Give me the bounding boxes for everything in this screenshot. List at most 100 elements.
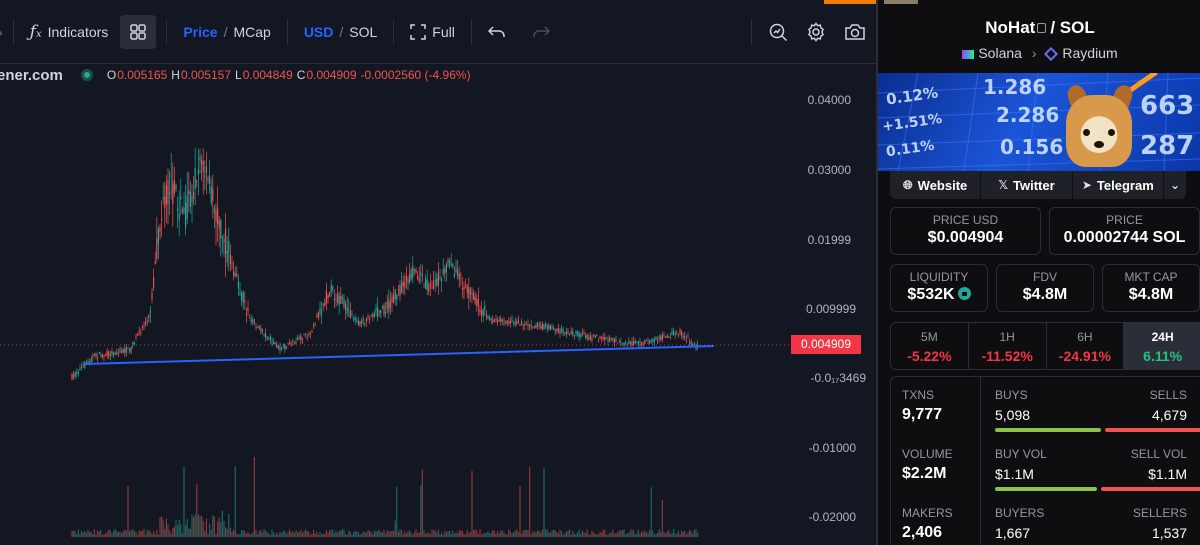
volume-bar	[258, 531, 260, 537]
candle-body	[143, 325, 145, 327]
tab-6h[interactable]: 6H -24.91%	[1047, 323, 1125, 369]
screenshot-button[interactable]	[838, 15, 872, 49]
candle-body	[205, 166, 207, 174]
candle-body	[589, 335, 591, 340]
price-axis-tick: -0.01000	[808, 441, 856, 455]
raydium-icon	[1044, 47, 1059, 62]
volume-bar	[354, 530, 356, 537]
quick-search-button[interactable]	[762, 15, 794, 49]
mktcap-label: MKT CAP	[1124, 270, 1178, 284]
fullscreen-button[interactable]: Full	[404, 15, 461, 49]
liquidity-value: $532K	[907, 286, 955, 303]
chain-name[interactable]: Solana	[978, 45, 1022, 61]
candle-body	[186, 195, 188, 220]
candle-body	[117, 351, 119, 353]
candle-body	[609, 337, 611, 342]
sol-option[interactable]: SOL	[349, 23, 378, 40]
price-option[interactable]: Price	[183, 23, 218, 40]
candle-body	[593, 335, 595, 337]
volume-bar	[679, 533, 681, 537]
volume-bar	[666, 531, 668, 537]
candle-body	[173, 180, 175, 194]
twitter-button[interactable]: 𝕏 Twitter	[981, 171, 1073, 199]
candle-body	[441, 278, 443, 282]
volume-bar	[482, 533, 484, 537]
banner-text: 287	[1140, 131, 1195, 161]
candle-body	[447, 259, 449, 263]
telegram-button[interactable]: ➤ Telegram	[1073, 171, 1164, 199]
volume-bar	[82, 532, 84, 537]
volume-bar	[140, 531, 142, 537]
high-value: 0.005157	[180, 68, 232, 82]
volume-bar	[257, 534, 259, 537]
copy-icon[interactable]	[1037, 23, 1047, 33]
volume-bar	[383, 529, 385, 537]
layouts-button[interactable]	[120, 14, 157, 49]
candle-body	[193, 192, 195, 199]
undo-button[interactable]	[482, 15, 512, 49]
settings-button[interactable]	[800, 15, 832, 49]
volume-bar	[333, 533, 335, 537]
volume-bar	[593, 532, 595, 537]
volume-bar	[143, 529, 145, 537]
candle-body	[313, 325, 315, 327]
candle-body	[620, 341, 622, 343]
candle-body	[500, 318, 502, 322]
candle-body	[127, 347, 129, 349]
price-mcap-toggle[interactable]: Price / MCap	[177, 15, 277, 49]
volume-bar	[154, 534, 156, 537]
volume-bar	[177, 525, 179, 537]
volume-bar	[343, 529, 345, 537]
fullscreen-icon	[410, 23, 427, 40]
tab-1h[interactable]: 1H -11.52%	[969, 323, 1047, 369]
candle-body	[585, 335, 587, 338]
sellers-value: 1,537	[1151, 525, 1187, 541]
buyvol-label: BUY VOL	[995, 447, 1047, 461]
volume-bar	[335, 530, 337, 537]
currency-toggle[interactable]: USD / SOL	[298, 15, 383, 49]
price-chart[interactable]	[0, 64, 790, 545]
dog-eye	[1108, 129, 1115, 136]
volume-bar	[618, 530, 620, 537]
volume-bar	[125, 530, 127, 537]
candle-body	[181, 209, 183, 213]
volume-bar	[514, 530, 516, 537]
candle-body	[591, 338, 593, 341]
volume-bar	[433, 530, 435, 537]
candle-body	[137, 333, 139, 336]
candle-body	[661, 334, 663, 341]
chevron-left-icon[interactable]: ›	[0, 24, 3, 40]
redo-button[interactable]	[526, 15, 556, 49]
tab-24h[interactable]: 24H 6.11%	[1124, 323, 1200, 369]
candle-body	[348, 309, 350, 311]
mcap-option[interactable]: MCap	[233, 23, 271, 40]
candle-body	[306, 337, 308, 339]
volume-bar	[610, 532, 612, 537]
volume-bar	[305, 529, 307, 537]
volume-bar	[623, 529, 625, 537]
volume-bar	[516, 529, 518, 537]
low-value: 0.004849	[242, 68, 293, 82]
tab-5m[interactable]: 5M -5.22%	[891, 323, 969, 369]
candle-body	[498, 319, 500, 321]
volume-bar	[239, 533, 241, 537]
indicators-button[interactable]: ƒx Indicators	[24, 15, 115, 49]
volume-bar	[639, 533, 641, 537]
volume-bar	[477, 533, 479, 537]
volume-bar	[471, 470, 473, 537]
volume-bar	[629, 530, 631, 537]
more-links-button[interactable]: ⌄	[1164, 171, 1186, 199]
dex-name[interactable]: Raydium	[1062, 45, 1118, 61]
candle-body	[377, 307, 379, 317]
price-axis-tick: -0.0₁₇3469	[810, 371, 866, 385]
usd-option[interactable]: USD	[303, 23, 334, 40]
candle-body	[322, 304, 324, 306]
candle-body	[517, 320, 519, 323]
candle-body	[402, 281, 404, 287]
chart-area[interactable]: › ƒx Indicators Price / MCap USD / SOL F…	[0, 0, 876, 545]
volume-bar	[127, 486, 129, 537]
candle-body	[92, 356, 94, 358]
website-button[interactable]: 🌐︎ Website	[890, 171, 982, 199]
volume-bar	[81, 530, 83, 537]
volume-bar	[602, 529, 604, 537]
